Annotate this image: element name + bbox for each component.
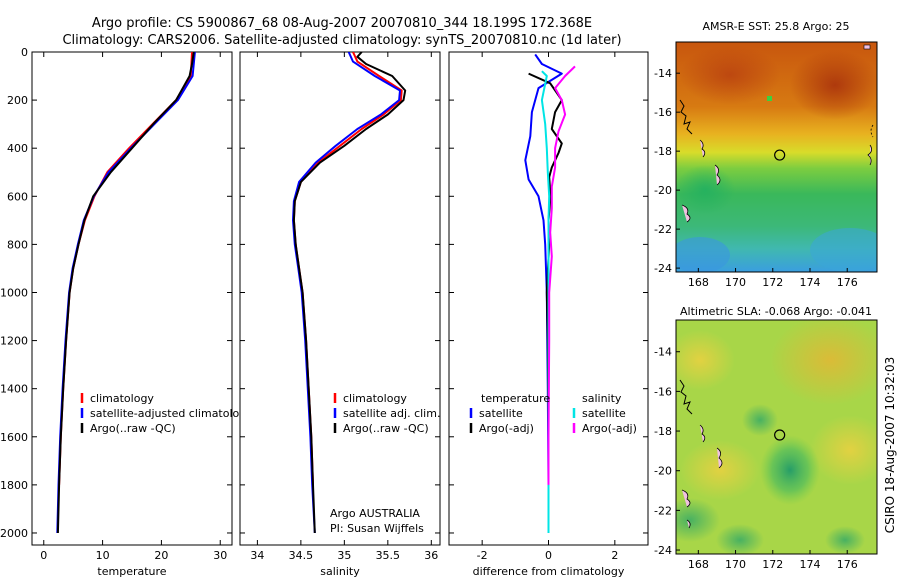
sst-y-tick-label: -16 <box>654 106 672 119</box>
salinity-x-tick-label: 35.5 <box>376 549 401 562</box>
difference-x-tick-label: 2 <box>611 549 618 562</box>
temperature-series-line <box>56 52 195 534</box>
depth-y-tick-label: 800 <box>7 238 28 251</box>
depth-y-tick-label: 1200 <box>0 335 28 348</box>
float-info-annotation: Argo AUSTRALIA <box>330 507 420 520</box>
difference-x-axis-label: difference from climatology <box>473 565 625 578</box>
salinity-x-tick-label: 35 <box>337 549 351 562</box>
sst-map-title: AMSR-E SST: 25.8 Argo: 25 <box>702 20 849 33</box>
diff-legend-temperature-title: temperature <box>481 392 550 405</box>
salinity-x-axis-label: salinity <box>320 565 360 578</box>
temperature-x-tick-label: 10 <box>96 549 110 562</box>
difference-series-line <box>547 65 576 485</box>
salinity-legend-label: satellite adj. clim. <box>343 407 440 420</box>
difference-series-line <box>528 72 563 533</box>
salinity-legend-label: Argo(..raw -QC) <box>343 422 429 435</box>
salinity-legend-label: climatology <box>343 392 407 405</box>
sst-argo-location-marker <box>774 149 786 161</box>
sst-y-tick-label: -20 <box>654 184 672 197</box>
temperature-legend-label: satellite-adjusted climatology <box>90 407 253 420</box>
sst-y-tick-label: -18 <box>654 145 672 158</box>
sla-map-panel: Altimetric SLA: -0.068 Argo: -0.041 168 1… <box>654 305 878 571</box>
sla-argo-location-marker <box>774 429 786 441</box>
salinity-x-tick-label: 36 <box>424 549 438 562</box>
salinity-profile-panel: 34 34.5 35 35.5 36 salinity climatology satelli… <box>239 51 441 578</box>
sst-x-tick-label: 176 <box>837 276 858 289</box>
sla-y-tick-label: -24 <box>654 544 672 557</box>
sst-x-tick-label: 172 <box>762 276 783 289</box>
diff-legend-label: Argo(-adj) <box>582 422 637 435</box>
sst-map-panel: AMSR-E SST: 25.8 Argo: 25 168 170 172 174 17… <box>654 20 878 289</box>
sla-y-tick-label: -14 <box>654 346 672 359</box>
depth-y-tick-label: 1600 <box>0 431 28 444</box>
temperature-profile-panel: 0 10 20 30 0 200 400 600 800 1000 1200 1400 1600 1800… <box>0 46 253 578</box>
salinity-plot-frame <box>239 51 441 546</box>
sla-x-tick-label: 168 <box>688 558 709 571</box>
sst-y-tick-label: -22 <box>654 223 672 236</box>
difference-x-tick-label: 0 <box>545 549 552 562</box>
temperature-x-tick-label: 0 <box>40 549 47 562</box>
sst-y-tick-label: -14 <box>654 67 672 80</box>
float-info-annotation: PI: Susan Wijffels <box>330 522 424 535</box>
sla-y-tick-label: -22 <box>654 504 672 517</box>
depth-y-tick-label: 1400 <box>0 383 28 396</box>
sla-heatmap <box>676 320 877 554</box>
sst-x-tick-label: 170 <box>725 276 746 289</box>
depth-y-tick-label: 200 <box>7 94 28 107</box>
diff-legend-label: Argo(-adj) <box>479 422 534 435</box>
depth-y-tick-label: 1800 <box>0 479 28 492</box>
temperature-legend-label: climatology <box>90 392 154 405</box>
depth-y-tick-label: 1000 <box>0 286 28 299</box>
sst-y-tick-label: -24 <box>654 262 672 275</box>
sst-x-tick-label: 174 <box>800 276 821 289</box>
depth-y-tick-label: 400 <box>7 142 28 155</box>
temperature-plot-frame <box>31 51 233 546</box>
sla-y-tick-label: -20 <box>654 465 672 478</box>
salinity-x-tick-label: 34.5 <box>289 549 314 562</box>
sla-map-title: Altimetric SLA: -0.068 Argo: -0.041 <box>680 305 872 318</box>
depth-y-tick-label: 0 <box>21 46 28 59</box>
sla-x-tick-label: 176 <box>837 558 858 571</box>
sla-x-tick-label: 174 <box>800 558 821 571</box>
sst-heatmap <box>676 42 877 272</box>
temperature-legend-label: Argo(..raw -QC) <box>90 422 176 435</box>
temperature-x-tick-label: 20 <box>154 549 168 562</box>
sla-x-tick-label: 172 <box>762 558 783 571</box>
depth-y-tick-label: 2000 <box>0 527 28 540</box>
sla-x-tick-label: 170 <box>725 558 746 571</box>
diff-legend-salinity-title: salinity <box>582 392 622 405</box>
depth-y-tick-label: 600 <box>7 190 28 203</box>
sst-x-tick-label: 168 <box>688 276 709 289</box>
salinity-series-line <box>292 52 407 534</box>
sla-y-tick-label: -16 <box>654 385 672 398</box>
diff-legend-label: satellite <box>479 407 523 420</box>
figure-title-line1: Argo profile: CS 5900867_68 08-Aug-2007 … <box>92 16 592 31</box>
sla-y-tick-label: -18 <box>654 425 672 438</box>
diff-legend-label: satellite <box>582 407 626 420</box>
difference-x-tick-label: -2 <box>477 549 488 562</box>
temperature-x-tick-label: 30 <box>213 549 227 562</box>
salinity-x-tick-label: 34 <box>250 549 264 562</box>
difference-profile-panel: -2 0 2 difference from climatology temperatu… <box>448 51 649 578</box>
temperature-x-axis-label: temperature <box>97 565 166 578</box>
timestamp-side-text: CSIRO 18-Aug-2007 10:32:03 <box>883 357 897 533</box>
figure-title-line2: Climatology: CARS2006. Satellite-adjuste… <box>62 33 621 48</box>
